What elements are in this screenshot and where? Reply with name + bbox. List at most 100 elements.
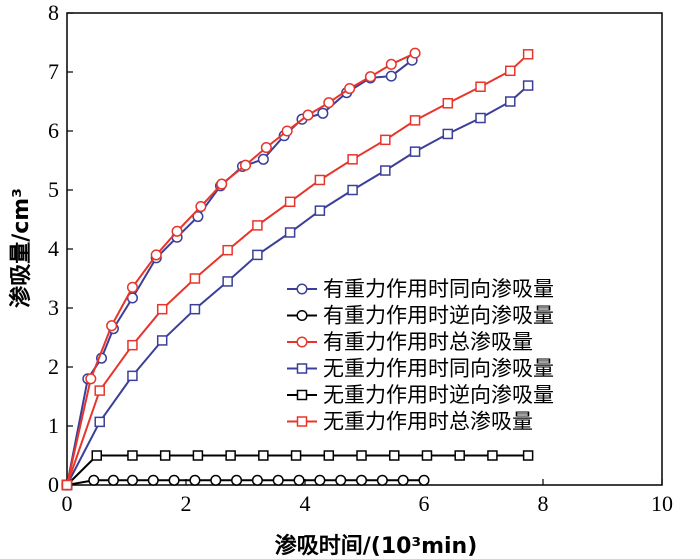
data-point (88, 474, 100, 486)
data-point (284, 227, 296, 238)
data-point (505, 65, 516, 77)
data-point (260, 141, 272, 154)
data-point (127, 370, 138, 382)
data-point (409, 47, 421, 59)
data-point (251, 474, 263, 486)
legend-label: 有重力作用时逆向渗吸量 (323, 304, 554, 328)
legend-item-5: 无重力作用时逆向渗吸量 (287, 383, 554, 407)
x-axis-title: 渗吸时间/(10³min) (275, 533, 478, 559)
data-point (171, 225, 183, 237)
legend-label: 无重力作用时总渗吸量 (323, 410, 533, 434)
data-point (475, 112, 486, 124)
data-point (195, 200, 207, 213)
y-tick-label: 4 (48, 236, 59, 261)
series-4 (61, 80, 534, 491)
data-point (150, 249, 162, 261)
data-point (522, 49, 534, 60)
x-tick-label: 2 (181, 491, 192, 516)
data-point (454, 450, 465, 461)
data-point (272, 474, 284, 486)
data-point (85, 373, 97, 385)
data-point (323, 97, 335, 109)
data-point (302, 109, 314, 121)
data-point (126, 474, 138, 486)
data-point (376, 474, 388, 486)
y-tick-label: 2 (48, 354, 59, 379)
data-point (314, 474, 326, 486)
data-point (385, 70, 397, 82)
legend-marker (296, 283, 308, 295)
data-point (364, 71, 377, 83)
series-line (66, 53, 529, 486)
data-point (239, 159, 252, 171)
data-point (442, 128, 454, 140)
legend-item-2: 有重力作用时逆向渗吸量 (287, 304, 554, 328)
data-point (107, 474, 119, 486)
data-point (421, 450, 433, 461)
data-point (258, 450, 269, 461)
data-point (252, 249, 263, 261)
y-tick-label: 1 (48, 413, 59, 438)
legend-item-1: 有重力作用时同向渗吸量 (287, 277, 554, 301)
data-point (192, 211, 204, 223)
data-point (344, 82, 356, 95)
legend: 有重力作用时同向渗吸量有重力作用时逆向渗吸量有重力作用时总渗吸量无重力作用时同向… (287, 277, 554, 434)
y-tick-label: 5 (48, 177, 59, 202)
data-point (281, 125, 293, 137)
data-point (290, 450, 302, 461)
series-line (66, 84, 529, 486)
series-3 (61, 47, 421, 491)
data-point (61, 479, 73, 491)
data-point (168, 474, 180, 486)
data-point (94, 385, 105, 396)
y-axis-title: 渗吸量/cm³ (8, 188, 34, 308)
data-point (189, 474, 201, 486)
y-tick-label: 0 (48, 472, 59, 497)
y-tick-label: 3 (48, 295, 59, 320)
data-point (192, 450, 204, 461)
data-point (385, 58, 397, 70)
data-point (409, 146, 421, 157)
legend-marker (296, 389, 308, 401)
legend-label: 有重力作用时总渗吸量 (323, 330, 533, 354)
data-point (418, 474, 430, 486)
data-point (126, 281, 138, 293)
y-tick-label: 8 (48, 0, 59, 25)
data-point (189, 303, 201, 315)
data-point (409, 115, 421, 126)
data-point (106, 320, 118, 332)
data-point (159, 450, 171, 461)
data-point (314, 174, 326, 186)
data-point (522, 450, 534, 461)
series-6 (61, 49, 534, 491)
data-point (347, 154, 358, 165)
data-point (522, 80, 534, 91)
data-point (127, 339, 138, 351)
data-point (335, 474, 347, 486)
data-point (380, 134, 391, 146)
data-point (231, 474, 243, 486)
axis-ticks: 0 2 4 6 8 10 0 1 2 3 4 5 6 7 8 (48, 0, 673, 516)
data-point (156, 335, 168, 346)
y-tick-label: 7 (48, 59, 59, 84)
series-2 (61, 474, 430, 491)
data-point (284, 196, 296, 208)
data-point (475, 81, 486, 92)
legend-label: 无重力作用时逆向渗吸量 (323, 383, 554, 407)
data-point (397, 474, 409, 486)
x-tick-label: 8 (538, 491, 549, 516)
data-point (442, 98, 454, 109)
data-point (293, 474, 305, 486)
data-point (91, 450, 102, 461)
data-point (156, 303, 168, 315)
legend-marker (296, 336, 308, 348)
data-point (347, 184, 358, 196)
data-point (252, 220, 263, 231)
data-point (216, 178, 228, 190)
series-layer (61, 47, 534, 491)
legend-item-3: 有重力作用时总渗吸量 (287, 330, 533, 354)
data-point (222, 276, 233, 287)
data-point (225, 450, 236, 461)
legend-marker (296, 416, 308, 427)
